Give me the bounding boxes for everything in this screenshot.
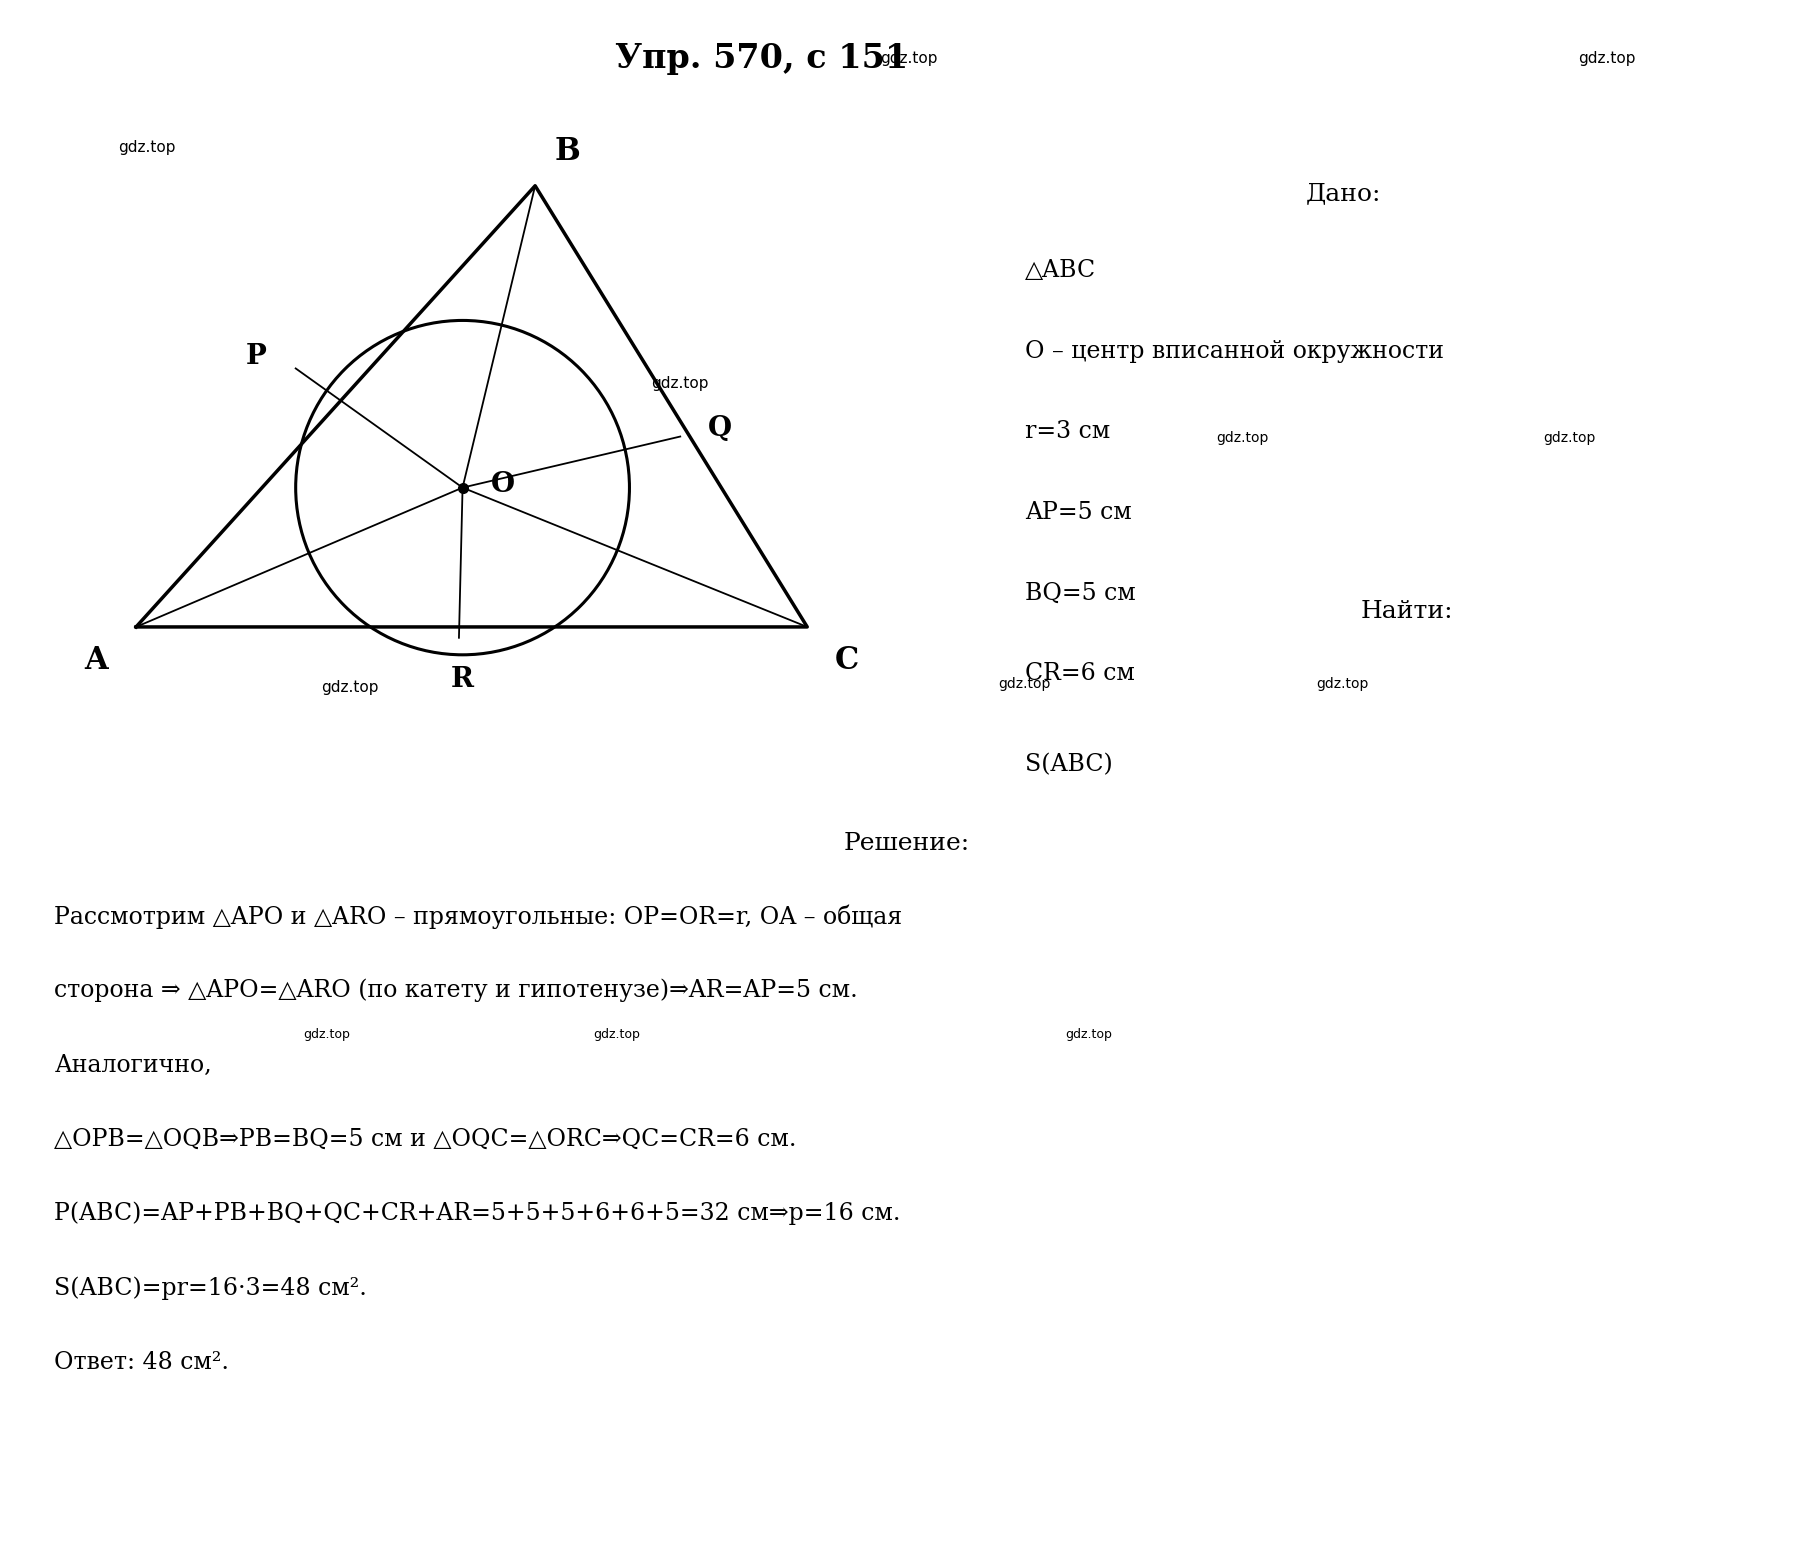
Text: gdz.top: gdz.top: [1065, 1028, 1112, 1040]
Text: P: P: [245, 342, 267, 370]
Text: Рассмотрим △APO и △ARO – прямоугольные: OP=OR=r, OA – общая: Рассмотрим △APO и △ARO – прямоугольные: …: [54, 904, 903, 929]
Text: Q: Q: [707, 415, 733, 443]
Text: gdz.top: gdz.top: [303, 1028, 350, 1040]
Text: △ABC: △ABC: [1025, 260, 1096, 282]
Text: gdz.top: gdz.top: [651, 376, 709, 392]
Text: BQ=5 см: BQ=5 см: [1025, 582, 1136, 604]
Text: Аналогично,: Аналогично,: [54, 1054, 212, 1076]
Text: gdz.top: gdz.top: [1544, 430, 1595, 446]
Text: gdz.top: gdz.top: [1317, 676, 1368, 692]
Text: gdz.top: gdz.top: [321, 680, 379, 695]
Text: gdz.top: gdz.top: [1217, 430, 1268, 446]
Text: P(ABC)=AP+PB+BQ+QC+CR+AR=5+5+5+6+6+5=32 см⇒p=16 см.: P(ABC)=AP+PB+BQ+QC+CR+AR=5+5+5+6+6+5=32 …: [54, 1201, 902, 1226]
Text: r=3 см: r=3 см: [1025, 421, 1110, 443]
Text: Ответ: 48 см².: Ответ: 48 см².: [54, 1351, 229, 1373]
Text: gdz.top: gdz.top: [1000, 676, 1050, 692]
Text: Дано:: Дано:: [1306, 183, 1382, 204]
Text: A: A: [83, 646, 109, 676]
Text: B: B: [555, 136, 580, 167]
Text: C: C: [834, 646, 860, 676]
Text: Найти:: Найти:: [1360, 601, 1453, 622]
Text: R: R: [452, 666, 473, 694]
Text: сторона ⇒ △APO=△ARO (по катету и гипотенузе)⇒AR=AP=5 см.: сторона ⇒ △APO=△ARO (по катету и гипотен…: [54, 978, 858, 1003]
Text: gdz.top: gdz.top: [593, 1028, 640, 1040]
Text: AP=5 см: AP=5 см: [1025, 502, 1132, 523]
Text: S(ABC): S(ABC): [1025, 754, 1112, 776]
Text: △OPB=△OQB⇒PB=BQ=5 см и △OQC=△ORC⇒QC=CR=6 см.: △OPB=△OQB⇒PB=BQ=5 см и △OQC=△ORC⇒QC=CR=6…: [54, 1128, 796, 1150]
Text: CR=6 см: CR=6 см: [1025, 663, 1136, 684]
Text: gdz.top: gdz.top: [118, 139, 176, 155]
Text: gdz.top: gdz.top: [880, 51, 938, 67]
Text: O – центр вписанной окружности: O – центр вписанной окружности: [1025, 341, 1444, 362]
Text: Решение:: Решение:: [844, 833, 970, 854]
Text: S(ABC)=pr=16·3=48 см².: S(ABC)=pr=16·3=48 см².: [54, 1276, 366, 1300]
Text: gdz.top: gdz.top: [1578, 51, 1636, 67]
Text: O: O: [490, 471, 515, 498]
Text: Упр. 570, с 151: Упр. 570, с 151: [615, 42, 909, 76]
